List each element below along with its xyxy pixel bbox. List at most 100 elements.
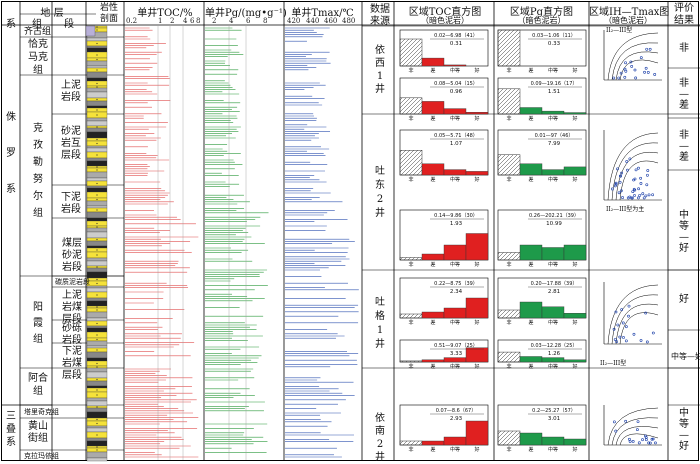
litho-band-103: [86, 437, 108, 442]
pg-bar-0-0: [497, 29, 521, 67]
group-yangxia: 阳霞组: [33, 302, 43, 345]
litho-band-89: [86, 380, 108, 387]
litho-band-44: [86, 200, 108, 207]
toc-bar-4-3: [465, 297, 489, 319]
pg-cat-1-1: 差: [528, 115, 533, 122]
toc-tick-1: 1: [158, 17, 163, 25]
eval-1: 非—差: [679, 78, 689, 111]
litho-band-3: [86, 37, 108, 42]
ih-chart-1: [603, 130, 662, 201]
group-huangshanjie: 黄山街组: [28, 421, 48, 444]
ih-curve-1-0: [607, 132, 659, 201]
pg-cat-4-3: 好: [572, 319, 577, 326]
pg-cat-3-3: 好: [572, 261, 577, 268]
member-upper-mudstone: 上泥岩段: [61, 80, 81, 103]
tmax-tick-3: 480: [342, 17, 356, 25]
pg-range-5: 0.03—12.28（25）: [531, 343, 578, 349]
toc-bar-2-3: [465, 171, 489, 176]
litho-band-38: [86, 177, 108, 182]
ih-curve-2-0: [607, 284, 659, 345]
litho-dot-92: [96, 394, 98, 396]
pg-range-3: 0.26—202.21（39）: [529, 213, 579, 219]
pg-hist-5: [497, 339, 587, 363]
pg-cat-0-2: 中等: [548, 67, 558, 74]
tmax-traces: [285, 27, 359, 458]
pg-bar-3-0: [497, 252, 521, 261]
ih-chart-3: [603, 405, 662, 446]
litho-band-55: [86, 245, 108, 249]
system-header: 系: [6, 19, 16, 30]
pg-bar-1-2: [541, 110, 565, 115]
pg-cat-2-0: 非: [506, 176, 511, 183]
toc-cat-5-1: 差: [430, 363, 435, 370]
pg-bar-3-2: [541, 247, 565, 261]
tmax-well-header: 单井Tmax/℃: [291, 8, 354, 19]
litho-band-61: [86, 267, 108, 273]
ih-type-2: II₂—III型: [600, 360, 627, 367]
toc-cat-1-1: 差: [430, 115, 435, 122]
group-qiakemake: 恰克马克组: [28, 39, 48, 76]
toc-hist-sub: （暗色泥岩）: [421, 16, 469, 25]
ih-sub: （暗色泥岩）: [604, 16, 652, 25]
toc-cat-2-1: 差: [430, 176, 435, 183]
toc-cat-3-1: 差: [430, 261, 435, 268]
litho-dot-74: [96, 322, 98, 325]
toc-cat-0-2: 中等: [450, 67, 460, 74]
litho-dot-85: [96, 366, 98, 368]
ih-chart-0: [603, 30, 662, 81]
pg-bar-6-0: [497, 430, 521, 446]
litho-band-34: [86, 160, 108, 167]
toc-hist-4: [399, 277, 489, 319]
litho-band-100: [86, 425, 108, 429]
member-upper-coal: 上泥岩煤层段: [62, 290, 82, 325]
eval-0: 非: [679, 43, 689, 54]
litho-band-104: [86, 440, 108, 447]
member-lower-coal: 下泥岩煤层段: [62, 346, 82, 381]
litho-band-17: [86, 91, 108, 99]
litho-band-58: [86, 257, 108, 262]
litho-dot-56: [96, 249, 98, 251]
litho-dot-91: [96, 389, 98, 391]
litho-band-30: [86, 145, 108, 149]
litho-band-66: [86, 287, 108, 293]
litho-dot-4: [96, 42, 98, 45]
toc-hist-5: [399, 339, 489, 363]
pg-cat-5-0: 非: [506, 363, 511, 370]
litho-band-73: [86, 317, 108, 322]
eval-5: 中等—好: [671, 352, 700, 361]
litho-dot-36: [96, 169, 98, 171]
pg-bar-3-1: [519, 244, 543, 261]
litho-band-80: [86, 345, 108, 349]
litho-legend-top: [85, 25, 96, 37]
toc-tick-2: 2: [170, 17, 175, 25]
litho-band-19: [86, 100, 108, 107]
litho-band-54: [86, 240, 108, 247]
toc-cat-3-3: 好: [474, 261, 479, 268]
pg-bar-6-2: [541, 436, 565, 446]
toc-bar-6-2: [443, 436, 467, 446]
toc-tick-3: 4: [183, 17, 188, 25]
litho-dot-22: [96, 114, 98, 116]
litho-dot-64: [96, 282, 98, 285]
tmax-tick-0: 420: [287, 17, 301, 25]
eval-6: 中等—好: [679, 408, 689, 452]
pg-cat-6-0: 非: [506, 446, 511, 453]
litho-band-47: [86, 211, 108, 219]
ih-type-main: II₂—III型为主: [606, 206, 645, 213]
toc-hist-0: [399, 29, 489, 67]
pg-bar-2-3: [563, 166, 587, 176]
pg-cat-1-3: 好: [572, 115, 577, 122]
toc-bar-1-3: [465, 111, 489, 115]
litho-band-33: [86, 157, 108, 162]
toc-mean-2: 1.07: [450, 141, 463, 147]
toc-hist-6: [399, 404, 489, 446]
toc-cat-4-1: 差: [430, 319, 435, 326]
pg-hist-2: [497, 129, 587, 176]
litho-dot-106: [96, 449, 98, 451]
litho-dot-7: [96, 54, 98, 56]
tmax-tick-2: 460: [324, 17, 338, 25]
toc-cat-0-3: 好: [474, 67, 479, 74]
toc-cat-5-2: 中等: [450, 363, 460, 370]
litho-band-41: [86, 187, 108, 193]
